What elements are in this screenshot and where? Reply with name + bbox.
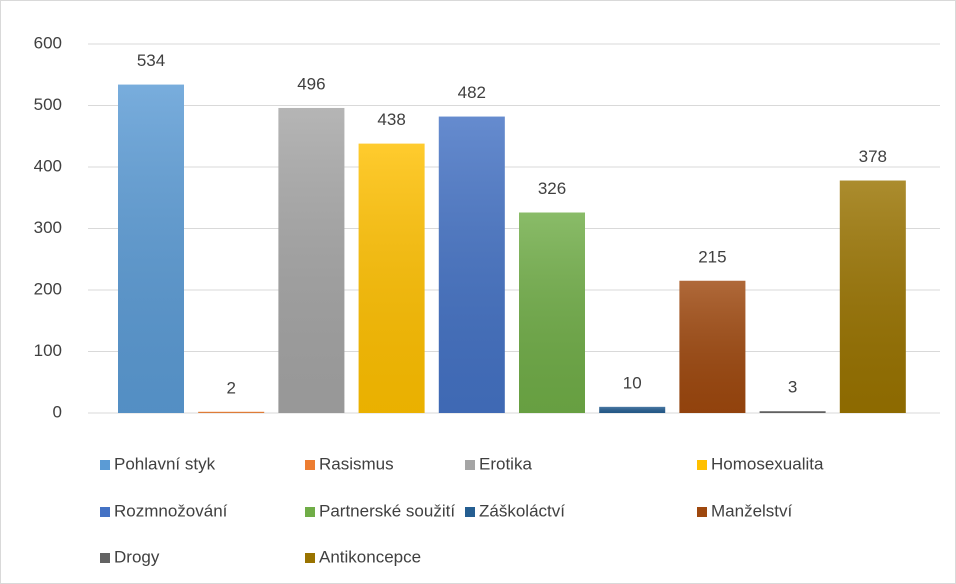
data-label: 3 — [788, 378, 797, 397]
y-tick-label: 300 — [34, 218, 62, 237]
y-tick-label: 400 — [34, 156, 62, 175]
legend-swatch — [305, 553, 315, 563]
bar-shade — [198, 411, 265, 413]
bar-shade — [599, 406, 666, 413]
legend-swatch — [100, 553, 110, 563]
legend-label: Rozmnožování — [114, 501, 228, 520]
legend-label: Homosexualita — [711, 454, 824, 473]
legend-swatch — [697, 460, 707, 470]
legend-label: Záškoláctví — [479, 501, 565, 520]
bar-shade — [358, 143, 425, 413]
legend-label: Rasismus — [319, 454, 394, 473]
legend-label: Antikoncepce — [319, 547, 421, 566]
data-label: 326 — [538, 179, 566, 198]
legend-swatch — [697, 507, 707, 517]
bar-shade — [519, 212, 585, 413]
data-label: 482 — [458, 83, 486, 102]
y-tick-label: 200 — [34, 279, 62, 298]
data-label: 378 — [859, 147, 887, 166]
data-label: 438 — [377, 110, 405, 129]
y-tick-label: 100 — [34, 341, 62, 360]
legend-label: Manželství — [711, 501, 793, 520]
bar-shade — [278, 107, 345, 414]
bar-shade — [679, 280, 746, 413]
data-label: 10 — [623, 373, 642, 392]
bar-shade — [438, 116, 505, 413]
legend-swatch — [305, 507, 315, 517]
legend-label: Partnerské soužití — [319, 501, 455, 520]
data-label: 2 — [226, 378, 235, 397]
y-tick-label: 500 — [34, 95, 62, 114]
legend-label: Pohlavní styk — [114, 454, 216, 473]
y-tick-label: 600 — [34, 33, 62, 52]
legend-swatch — [465, 507, 475, 517]
bar-shade — [839, 180, 906, 413]
data-label: 534 — [137, 51, 165, 70]
legend-swatch — [100, 507, 110, 517]
legend-label: Drogy — [114, 547, 160, 566]
bar-shade — [759, 411, 826, 413]
data-label: 496 — [297, 74, 325, 93]
y-tick-label: 0 — [53, 402, 62, 421]
legend-swatch — [305, 460, 315, 470]
data-label: 215 — [698, 247, 726, 266]
bar-shade — [118, 84, 184, 413]
legend-label: Erotika — [479, 454, 532, 473]
legend-swatch — [465, 460, 475, 470]
legend-swatch — [100, 460, 110, 470]
